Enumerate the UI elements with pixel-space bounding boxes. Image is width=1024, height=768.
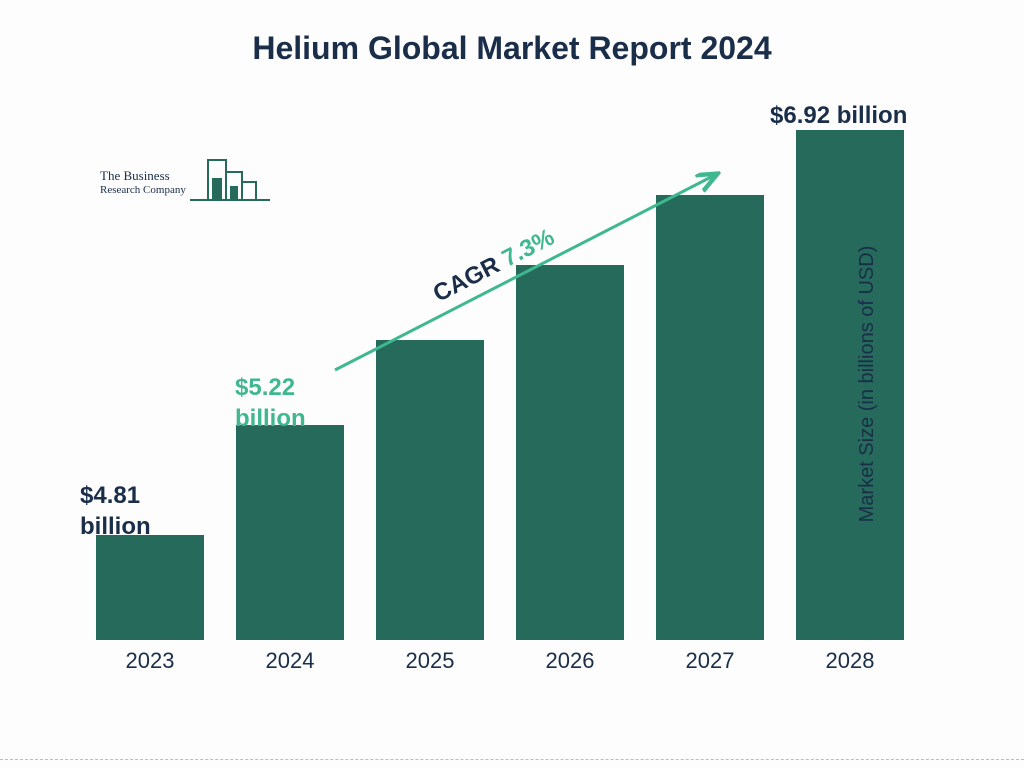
value-label-1: $5.22billion	[235, 372, 306, 434]
bar-2023	[96, 535, 204, 640]
y-axis-label: Market Size (in billions of USD)	[856, 246, 879, 523]
value-label-2: $6.92 billion	[770, 100, 907, 131]
bars-container	[80, 120, 920, 640]
bar-2024	[236, 425, 344, 640]
x-label-2028: 2028	[796, 640, 904, 680]
chart-title: Helium Global Market Report 2024	[0, 30, 1024, 67]
bar-chart: 2023 2024 2025 2026 2027 2028	[80, 120, 920, 680]
x-label-2026: 2026	[516, 640, 624, 680]
x-label-2027: 2027	[656, 640, 764, 680]
bottom-divider	[0, 759, 1024, 760]
bar-2026	[516, 265, 624, 640]
bar-2025	[376, 340, 484, 640]
x-axis-labels: 2023 2024 2025 2026 2027 2028	[80, 640, 920, 680]
value-label-0: $4.81billion	[80, 480, 151, 542]
x-label-2024: 2024	[236, 640, 344, 680]
x-label-2025: 2025	[376, 640, 484, 680]
x-label-2023: 2023	[96, 640, 204, 680]
bar-2027	[656, 195, 764, 640]
bar-2028	[796, 130, 904, 640]
